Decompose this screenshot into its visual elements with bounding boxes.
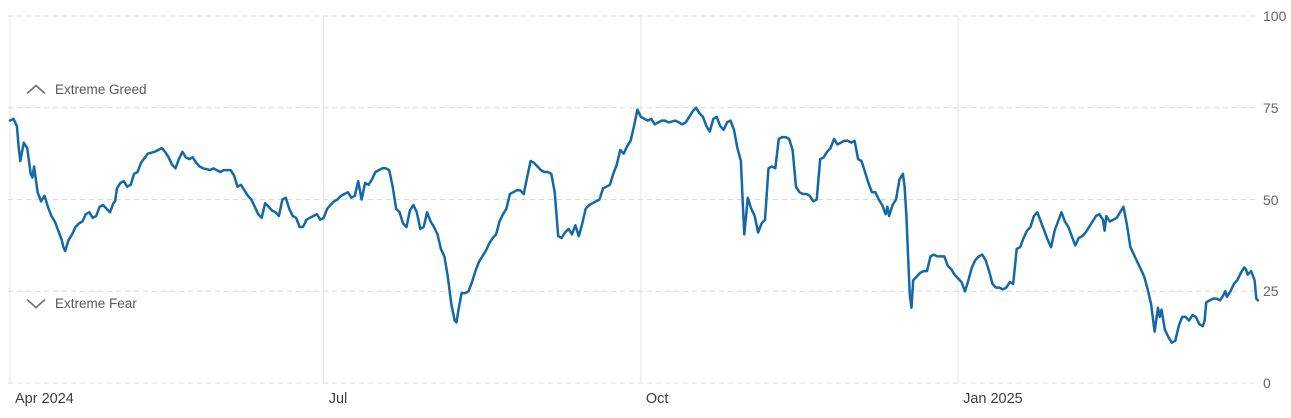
extreme-greed-threshold-label: Extreme Greed [26, 82, 147, 97]
x-axis-tick-label: Apr 2024 [15, 391, 74, 407]
index-line [8, 106, 1260, 344]
chevron-down-icon [26, 298, 46, 309]
extreme-fear-threshold-label: Extreme Fear [26, 296, 137, 311]
x-axis-tick-label: Jan 2025 [963, 391, 1023, 407]
x-axis-tick-label: Jul [328, 391, 348, 407]
y-axis-tick-label: 50 [1263, 191, 1279, 208]
y-axis-tick-label: 0 [1263, 375, 1271, 391]
y-axis-tick-label: 100 [1263, 8, 1287, 24]
y-axis-tick-label: 75 [1263, 99, 1279, 116]
y-axis-tick-label: 25 [1263, 283, 1279, 300]
extreme-fear-text: Extreme Fear [55, 296, 137, 312]
extreme-greed-text: Extreme Greed [55, 81, 147, 97]
chevron-up-icon [26, 84, 46, 95]
x-axis-tick-label: Oct [645, 391, 669, 407]
